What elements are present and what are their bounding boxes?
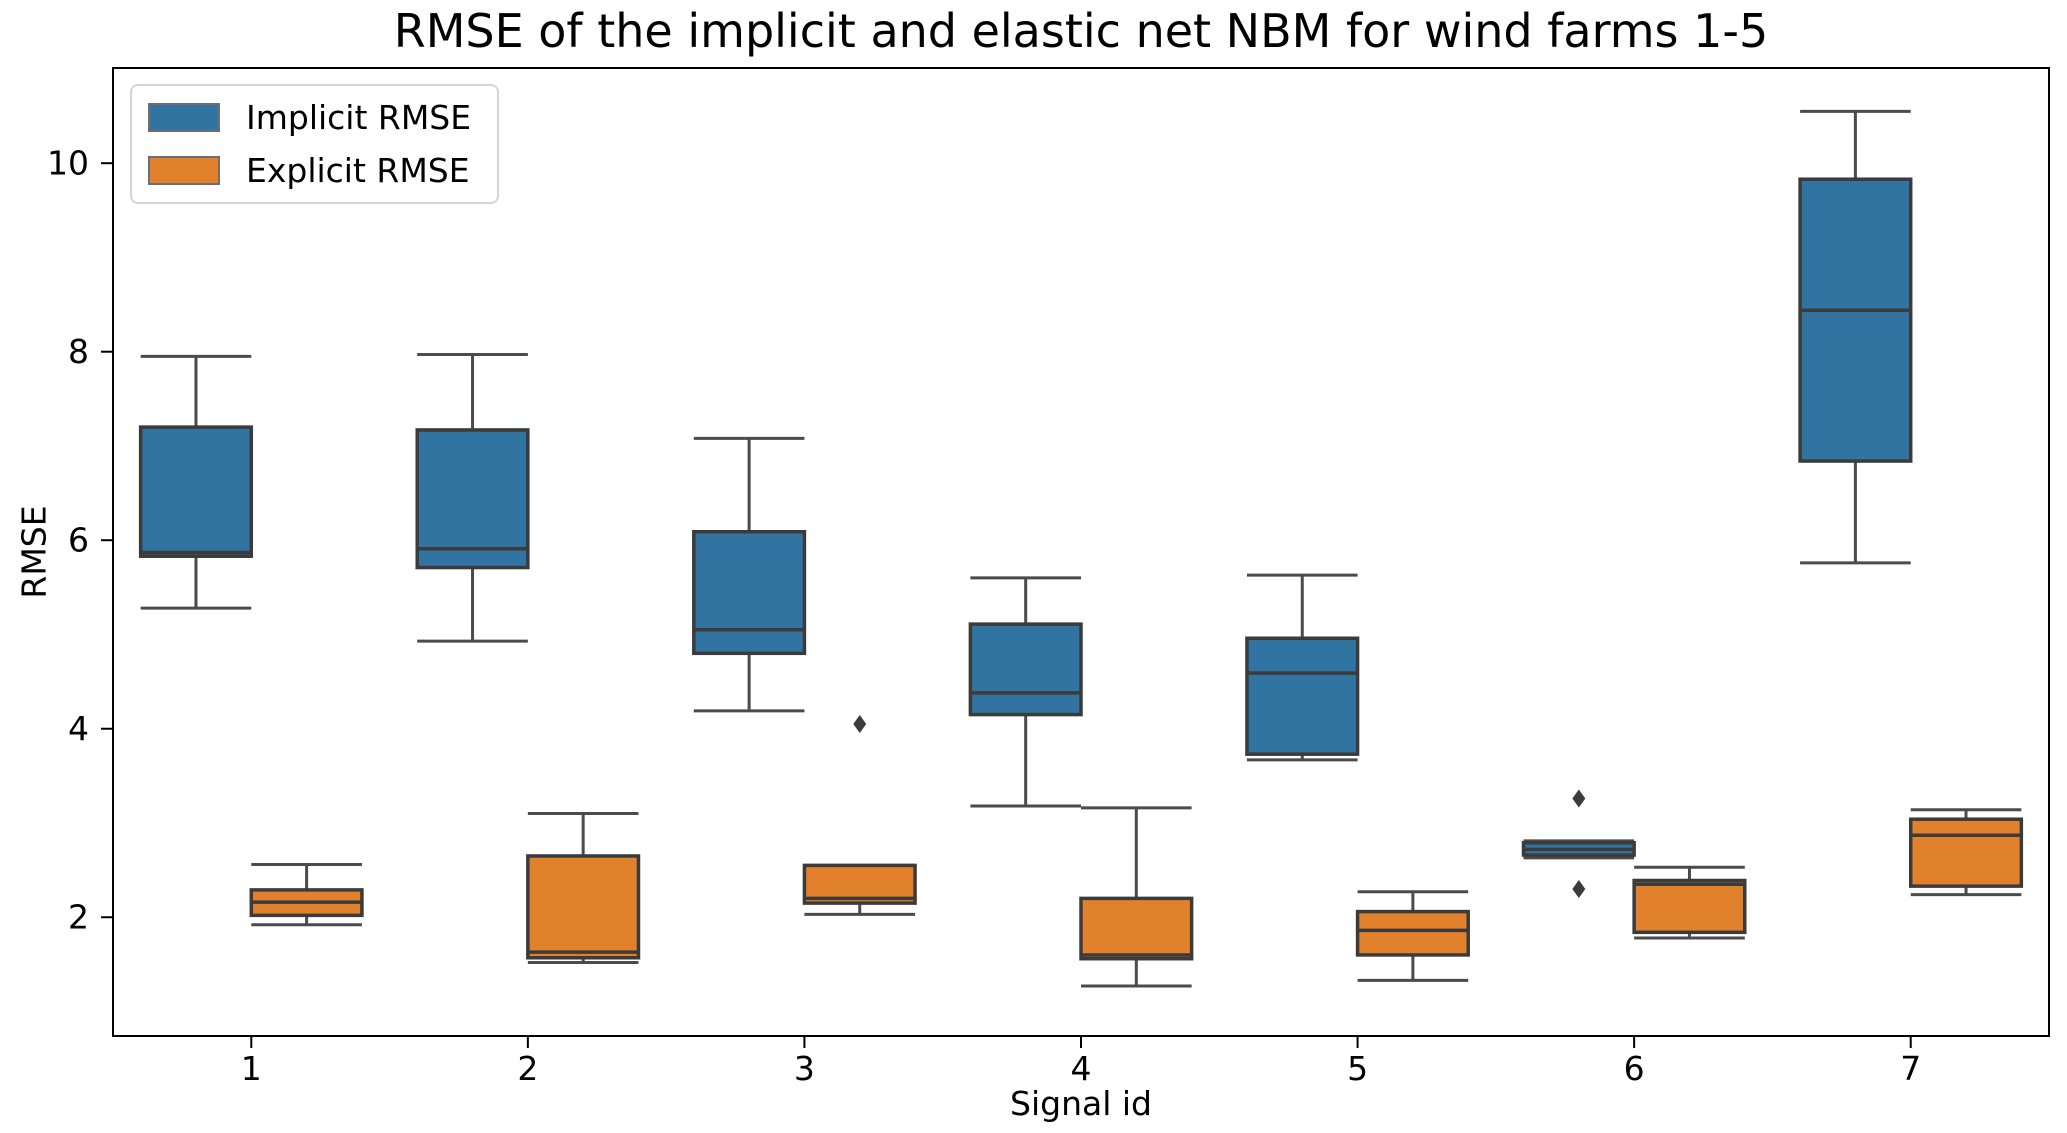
implicit-color-swatch <box>148 103 220 132</box>
box-explicit <box>1079 896 1194 961</box>
box-explicit <box>1355 909 1470 957</box>
legend-item-implicit: Implicit RMSE <box>148 98 471 137</box>
chart-title: RMSE of the implicit and elastic net NBM… <box>393 4 1769 58</box>
outlier-diamond <box>1572 879 1586 898</box>
box-implicit <box>415 428 530 570</box>
y-tick-label: 6 <box>68 521 89 560</box>
x-axis-label: Signal id <box>1010 1084 1152 1123</box>
x-tick-label: 7 <box>1900 1049 1921 1088</box>
x-tick-label: 6 <box>1624 1049 1645 1088</box>
legend-label-implicit: Implicit RMSE <box>246 98 472 137</box>
x-tick-label: 4 <box>1071 1049 1092 1088</box>
box-implicit <box>1798 177 1913 463</box>
x-tick-label: 1 <box>241 1049 262 1088</box>
box-implicit <box>692 529 807 656</box>
y-tick-label: 2 <box>68 898 89 937</box>
box-implicit <box>138 425 254 558</box>
outlier-diamond <box>1572 789 1586 808</box>
x-tick-label: 5 <box>1347 1049 1368 1088</box>
y-tick-label: 10 <box>47 144 89 183</box>
legend-label-explicit: Explicit RMSE <box>246 151 470 190</box>
legend-item-explicit: Explicit RMSE <box>148 151 471 190</box>
box-explicit <box>526 854 641 960</box>
x-tick-label: 2 <box>517 1049 538 1088</box>
y-tick-label: 4 <box>68 709 89 748</box>
x-tick-label: 3 <box>794 1049 815 1088</box>
box-explicit <box>1908 817 2024 888</box>
explicit-color-swatch <box>148 156 220 185</box>
box-implicit <box>1245 636 1360 756</box>
legend: Implicit RMSE Explicit RMSE <box>130 84 500 204</box>
plot-frame <box>112 67 2050 1037</box>
box-implicit <box>968 622 1083 717</box>
outlier-diamond <box>853 715 867 734</box>
y-tick-label: 8 <box>68 332 89 371</box>
box-explicit <box>1632 878 1747 935</box>
